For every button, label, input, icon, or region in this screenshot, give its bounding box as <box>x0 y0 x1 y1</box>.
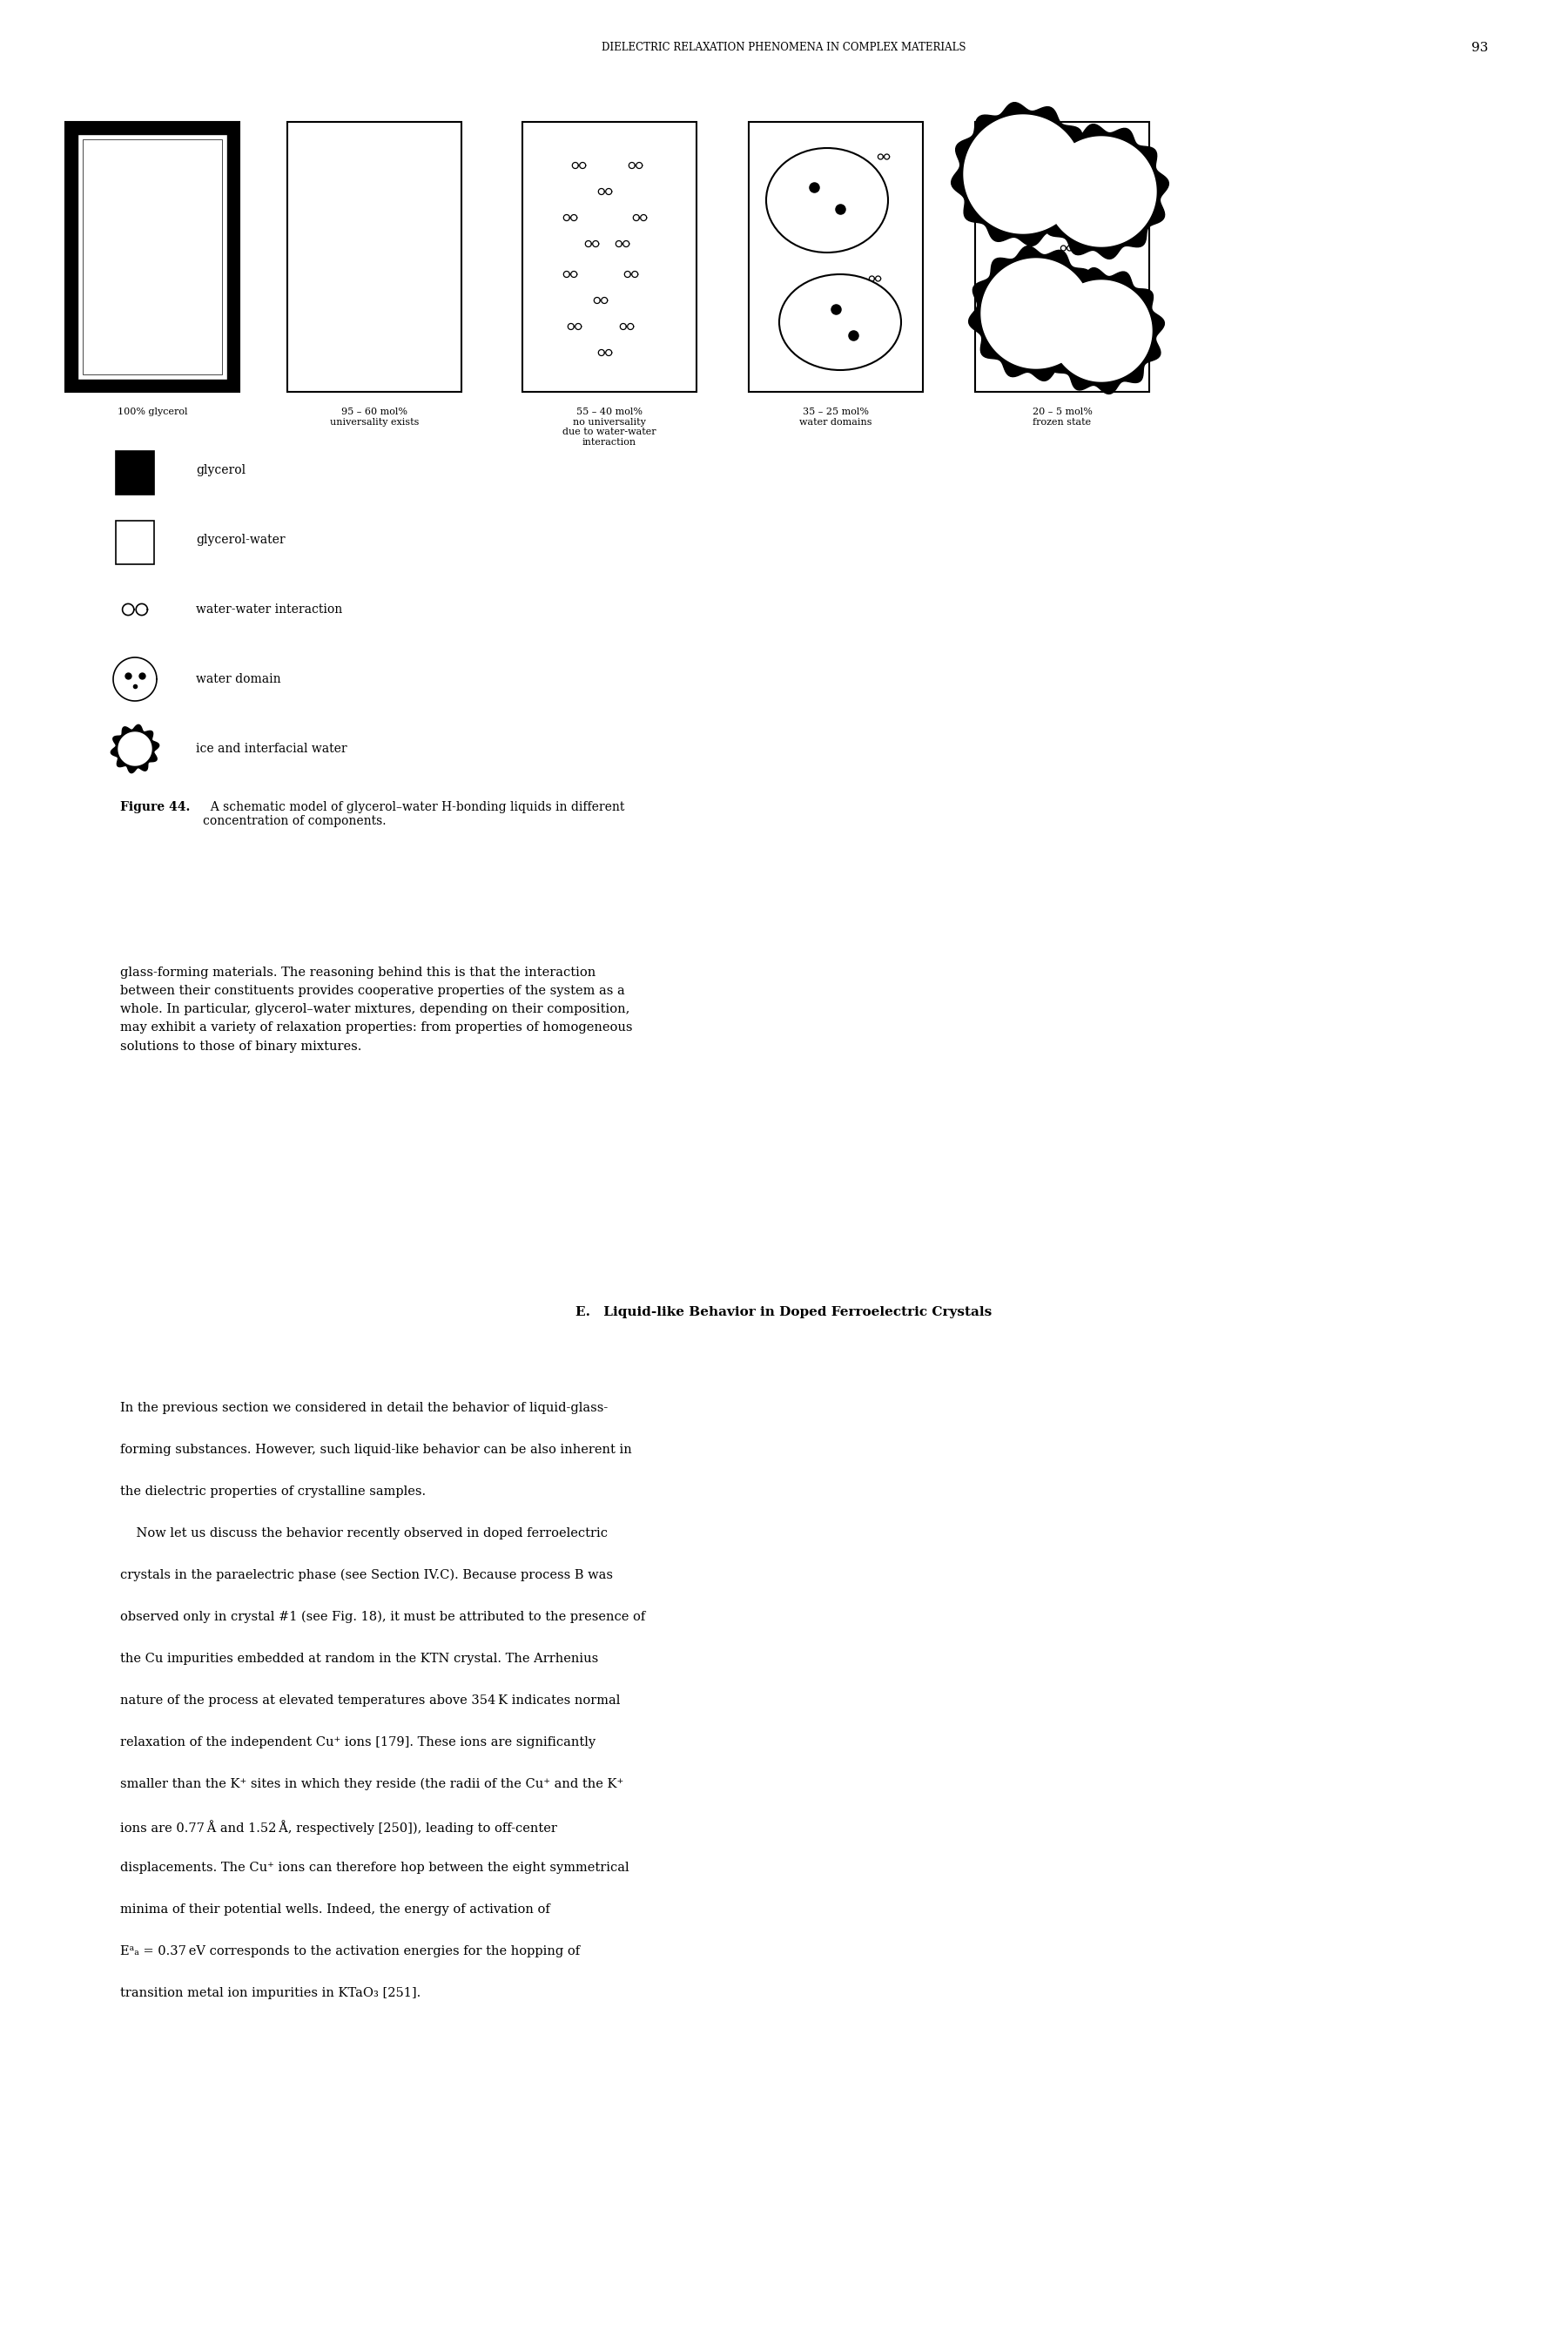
Text: 20 – 5 mol%
frozen state: 20 – 5 mol% frozen state <box>1032 407 1093 426</box>
Text: relaxation of the independent Cu⁺ ions [179]. These ions are significantly: relaxation of the independent Cu⁺ ions [… <box>121 1737 596 1749</box>
Text: 55 – 40 mol%
no universality
due to water-water
interaction: 55 – 40 mol% no universality due to wate… <box>563 407 657 447</box>
Text: smaller than the K⁺ sites in which they reside (the radii of the Cu⁺ and the K⁺: smaller than the K⁺ sites in which they … <box>121 1777 624 1791</box>
Polygon shape <box>750 122 924 393</box>
Text: Eᵃₐ = 0.37 eV corresponds to the activation energies for the hopping of: Eᵃₐ = 0.37 eV corresponds to the activat… <box>121 1944 580 1958</box>
Text: the dielectric properties of crystalline samples.: the dielectric properties of crystalline… <box>121 1486 426 1498</box>
FancyBboxPatch shape <box>116 520 154 564</box>
Text: E. Liquid-like Behavior in Doped Ferroelectric Crystals: E. Liquid-like Behavior in Doped Ferroel… <box>575 1307 991 1319</box>
Text: Now let us discuss the behavior recently observed in doped ferroelectric: Now let us discuss the behavior recently… <box>121 1528 608 1540</box>
Polygon shape <box>287 122 461 393</box>
Text: forming substances. However, such liquid-like behavior can be also inherent in: forming substances. However, such liquid… <box>121 1444 632 1455</box>
Text: glycerol-water: glycerol-water <box>196 534 285 545</box>
Text: water domain: water domain <box>196 672 281 684</box>
Text: crystals in the paraelectric phase (see Section IV.C). Because process B was: crystals in the paraelectric phase (see … <box>121 1568 613 1582</box>
Text: In the previous section we considered in detail the behavior of liquid-glass-: In the previous section we considered in… <box>121 1401 608 1413</box>
Text: 100% glycerol: 100% glycerol <box>118 407 188 416</box>
Polygon shape <box>1051 280 1152 381</box>
Text: water-water interaction: water-water interaction <box>196 604 342 616</box>
Text: glass-forming materials. The reasoning behind this is that the interaction
betwe: glass-forming materials. The reasoning b… <box>121 966 632 1053</box>
Polygon shape <box>1033 125 1168 259</box>
Polygon shape <box>1046 136 1156 247</box>
Text: glycerol: glycerol <box>196 463 246 477</box>
Text: observed only in crystal #1 (see Fig. 18), it must be attributed to the presence: observed only in crystal #1 (see Fig. 18… <box>121 1610 646 1625</box>
Ellipse shape <box>767 148 887 252</box>
Ellipse shape <box>779 275 902 369</box>
Text: nature of the process at elevated temperatures above 354 K indicates normal: nature of the process at elevated temper… <box>121 1695 621 1707</box>
Text: 95 – 60 mol%
universality exists: 95 – 60 mol% universality exists <box>329 407 419 426</box>
Text: DIELECTRIC RELAXATION PHENOMENA IN COMPLEX MATERIALS: DIELECTRIC RELAXATION PHENOMENA IN COMPL… <box>602 42 966 54</box>
Polygon shape <box>975 122 1149 393</box>
Polygon shape <box>952 103 1094 247</box>
Text: displacements. The Cu⁺ ions can therefore hop between the eight symmetrical: displacements. The Cu⁺ ions can therefor… <box>121 1862 629 1874</box>
Polygon shape <box>77 134 227 379</box>
Text: ions are 0.77 Å and 1.52 Å, respectively [250]), leading to off-center: ions are 0.77 Å and 1.52 Å, respectively… <box>121 1820 557 1834</box>
Text: 35 – 25 mol%
water domains: 35 – 25 mol% water domains <box>800 407 872 426</box>
Text: A schematic model of glycerol–water H-bonding liquids in different
concentration: A schematic model of glycerol–water H-bo… <box>202 802 624 828</box>
Polygon shape <box>66 122 240 393</box>
Text: Figure 44.: Figure 44. <box>121 802 190 813</box>
Polygon shape <box>522 122 696 393</box>
Polygon shape <box>119 731 152 766</box>
Text: transition metal ion impurities in KTaO₃ [251].: transition metal ion impurities in KTaO₃… <box>121 1987 420 1998</box>
Text: the Cu impurities embedded at random in the KTN crystal. The Arrhenius: the Cu impurities embedded at random in … <box>121 1653 599 1665</box>
Polygon shape <box>111 724 158 773</box>
Polygon shape <box>982 259 1091 369</box>
Text: minima of their potential wells. Indeed, the energy of activation of: minima of their potential wells. Indeed,… <box>121 1904 550 1916</box>
Text: ice and interfacial water: ice and interfacial water <box>196 743 347 755</box>
Text: 93: 93 <box>1472 42 1488 54</box>
Polygon shape <box>964 115 1082 233</box>
FancyBboxPatch shape <box>116 451 154 494</box>
Polygon shape <box>969 247 1104 381</box>
Polygon shape <box>1038 268 1165 395</box>
